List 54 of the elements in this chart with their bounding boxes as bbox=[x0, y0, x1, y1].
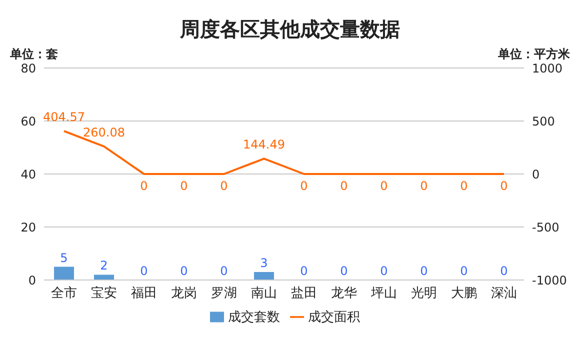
data-label: 404.57 bbox=[43, 110, 85, 124]
data-label: 0 bbox=[220, 264, 228, 278]
x-tick-label: 罗湖 bbox=[211, 286, 237, 302]
chart-title: 周度各区其他成交量数据 bbox=[178, 16, 401, 43]
data-label: 0 bbox=[500, 179, 508, 193]
y2-tick-label: -500 bbox=[532, 220, 560, 234]
y-tick-label: 80 bbox=[20, 61, 36, 76]
x-tick-label: 大鹏 bbox=[451, 286, 477, 302]
y-tick-label: 0 bbox=[28, 273, 36, 288]
data-label: 2 bbox=[100, 258, 108, 273]
y2-tick-label: 1000 bbox=[532, 61, 563, 76]
data-label: 5 bbox=[60, 250, 68, 265]
y2-tick-label: 0 bbox=[532, 167, 540, 182]
data-label: 0 bbox=[420, 264, 428, 278]
bar bbox=[94, 274, 114, 280]
y-tick-label: 20 bbox=[20, 220, 36, 234]
x-tick-label: 南山 bbox=[251, 286, 277, 302]
x-tick-label: 龙岗 bbox=[171, 286, 197, 302]
legend-label: 成交套数 bbox=[228, 310, 280, 325]
data-label: 0 bbox=[380, 179, 388, 193]
data-label: 0 bbox=[300, 264, 308, 278]
data-label: 0 bbox=[180, 179, 188, 193]
bar bbox=[254, 272, 274, 280]
data-label: 260.08 bbox=[83, 125, 125, 140]
data-label: 0 bbox=[420, 179, 428, 193]
data-label: 144.49 bbox=[243, 138, 285, 152]
data-label: 0 bbox=[460, 264, 468, 278]
data-label: 0 bbox=[140, 264, 148, 278]
y2-tick-label: -1000 bbox=[532, 273, 567, 288]
data-label: 0 bbox=[140, 179, 148, 193]
x-tick-label: 龙华 bbox=[331, 286, 357, 302]
bar bbox=[54, 266, 74, 280]
x-tick-label: 全市 bbox=[51, 286, 77, 302]
x-tick-label: 盐田 bbox=[291, 286, 317, 302]
legend-label: 成交面积 bbox=[308, 310, 360, 325]
y-axis-title: 单位：套 bbox=[10, 46, 58, 63]
data-label: 3 bbox=[260, 256, 268, 270]
y2-axis-title: 单位：平方米 bbox=[498, 46, 570, 63]
data-label: 0 bbox=[340, 179, 348, 193]
data-label: 0 bbox=[500, 264, 508, 278]
x-tick-label: 福田 bbox=[131, 286, 157, 302]
x-tick-label: 坪山 bbox=[370, 286, 397, 302]
x-tick-label: 深汕 bbox=[491, 286, 517, 302]
data-label: 0 bbox=[460, 179, 468, 193]
x-tick-label: 宝安 bbox=[91, 285, 117, 302]
data-label: 0 bbox=[380, 264, 388, 278]
y-tick-label: 60 bbox=[20, 114, 36, 128]
data-label: 0 bbox=[180, 264, 188, 278]
x-tick-label: 光明 bbox=[411, 286, 437, 302]
y-tick-label: 40 bbox=[20, 167, 36, 182]
y2-tick-label: 500 bbox=[532, 114, 555, 128]
data-label: 0 bbox=[340, 264, 348, 278]
data-label: 0 bbox=[300, 179, 308, 193]
data-label: 0 bbox=[220, 179, 228, 193]
